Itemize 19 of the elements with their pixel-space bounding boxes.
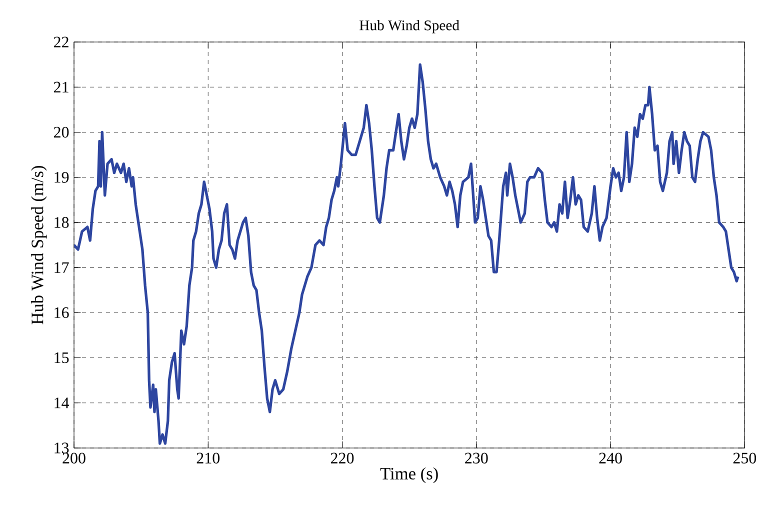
y-tick-label: 18 <box>54 217 69 228</box>
x-tick-label: 240 <box>599 452 622 464</box>
y-tick-label: 20 <box>54 126 69 138</box>
y-tick-label: 22 <box>54 36 68 48</box>
x-axis-title: Time (s) <box>380 467 438 484</box>
y-tick-label: 13 <box>54 442 69 454</box>
x-tick-label: 250 <box>733 452 756 464</box>
x-tick-label: 220 <box>330 452 354 464</box>
x-tick-label: 230 <box>465 452 488 464</box>
y-tick-label: 21 <box>54 82 68 92</box>
x-tick-label: 200 <box>62 452 86 464</box>
y-axis-title: Hub Wind Speed (m/s) <box>31 166 47 324</box>
y-tick-label: 17 <box>54 262 69 273</box>
y-tick-label: 14 <box>54 398 70 408</box>
y-tick-label: 19 <box>54 172 69 183</box>
y-tick-label: 15 <box>54 352 69 364</box>
y-tick-label: 16 <box>54 307 69 318</box>
x-tick-label: 210 <box>196 452 220 464</box>
chart-title: Hub Wind Speed <box>360 20 460 34</box>
